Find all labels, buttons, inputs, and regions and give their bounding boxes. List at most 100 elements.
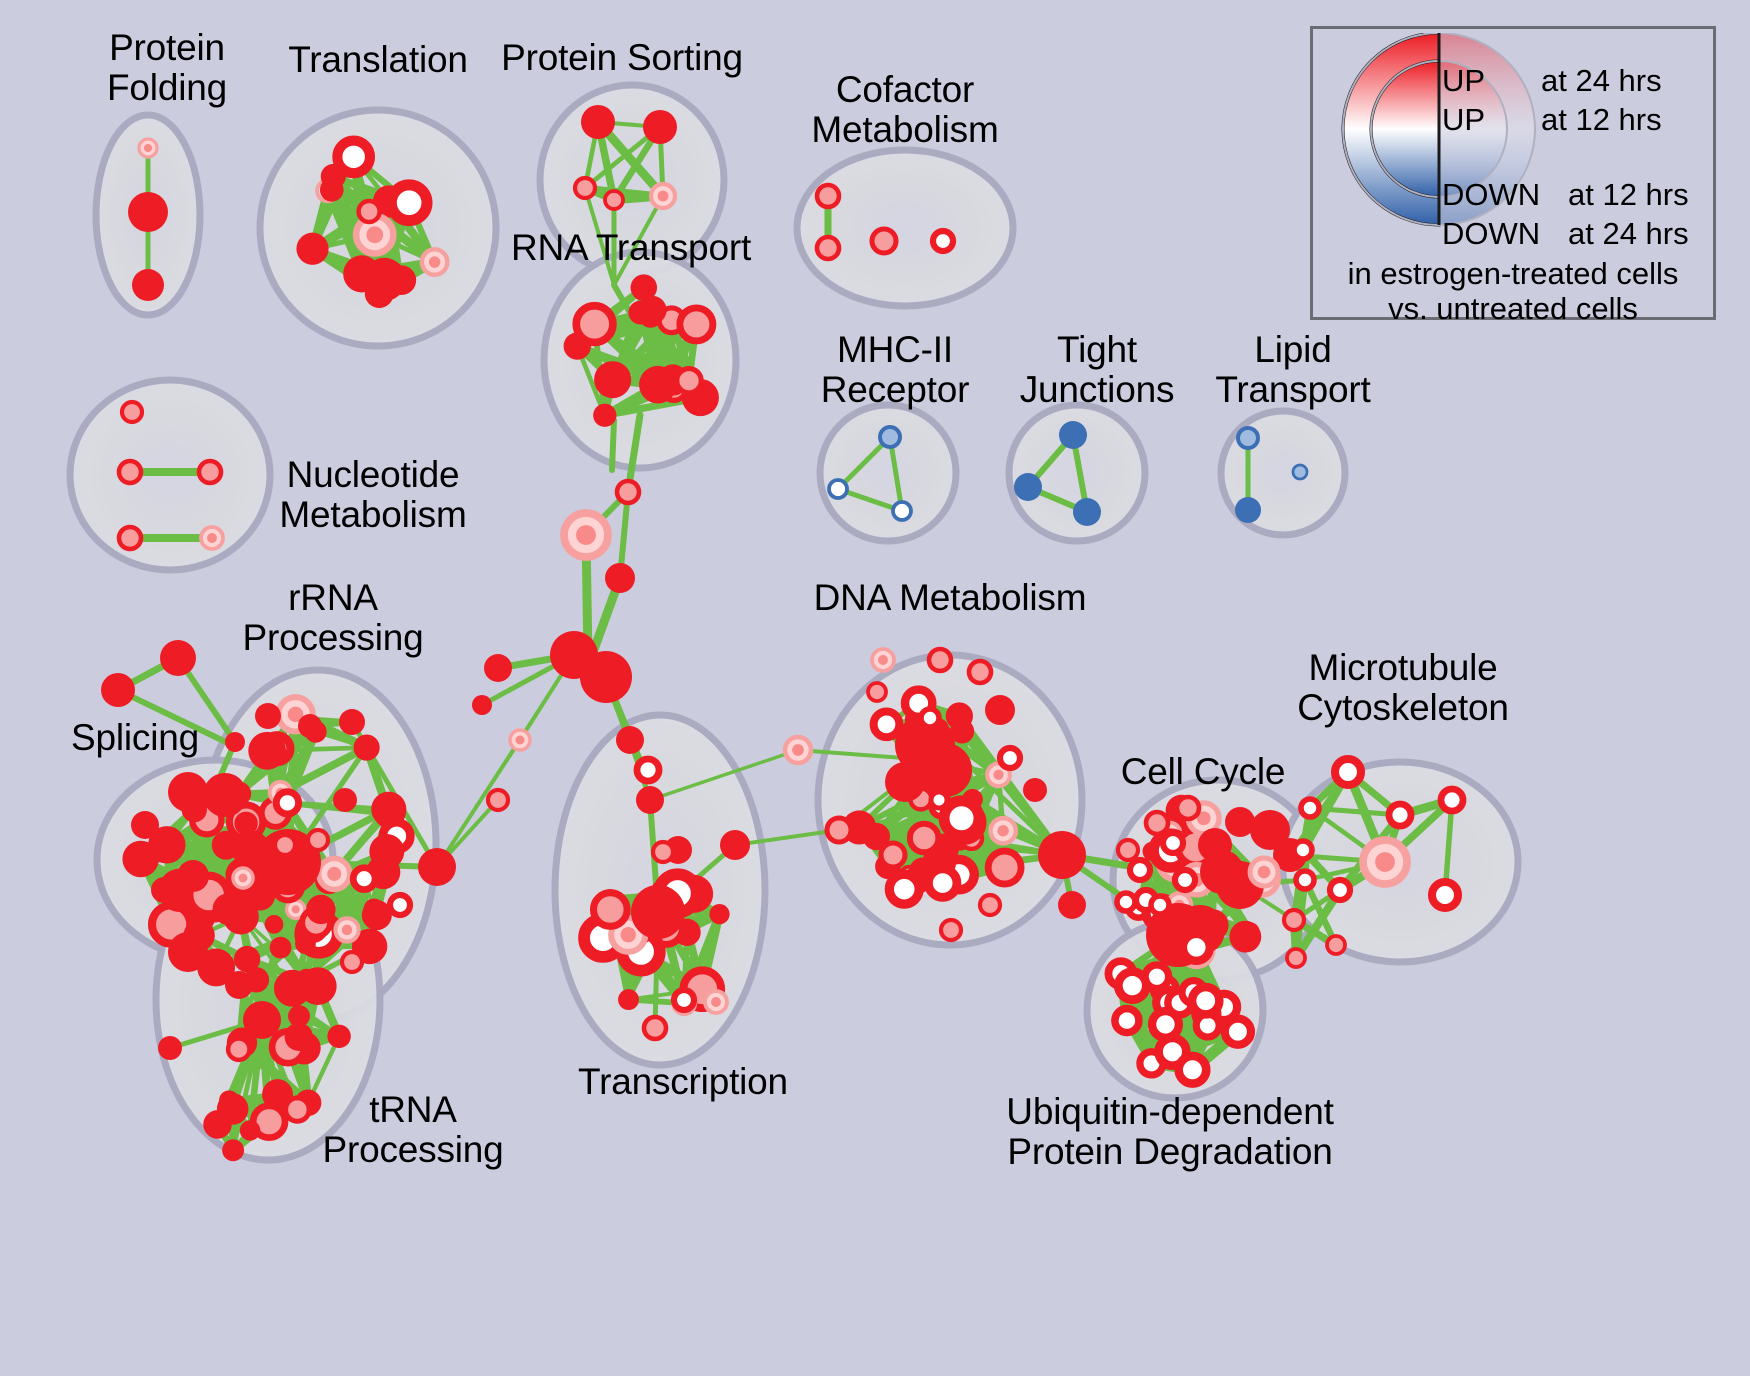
network-node bbox=[589, 889, 631, 930]
network-node bbox=[824, 815, 854, 845]
network-node bbox=[891, 500, 913, 522]
network-node bbox=[949, 719, 975, 744]
label-transcription: Transcription bbox=[578, 1061, 788, 1102]
network-node bbox=[676, 304, 717, 345]
network-node bbox=[926, 646, 954, 674]
network-node bbox=[938, 917, 964, 943]
legend-time-3: at 24 hrs bbox=[1568, 216, 1689, 251]
network-node bbox=[1298, 796, 1322, 820]
network-node bbox=[918, 743, 972, 797]
network-node bbox=[378, 798, 406, 826]
network-node bbox=[1058, 891, 1086, 919]
network-node bbox=[923, 864, 962, 902]
network-node bbox=[306, 894, 336, 925]
legend-box: UP at 24 hrs UP at 12 hrs DOWN at 12 hrs… bbox=[1310, 26, 1716, 326]
network-node bbox=[1059, 421, 1087, 449]
legend-time-1: at 12 hrs bbox=[1541, 102, 1662, 137]
network-node bbox=[319, 178, 344, 202]
network-node bbox=[603, 189, 625, 211]
legend-state-1: UP bbox=[1442, 102, 1486, 137]
network-edge bbox=[115, 687, 235, 748]
legend-time-0: at 24 hrs bbox=[1541, 63, 1662, 98]
network-node bbox=[560, 509, 612, 561]
network-node bbox=[988, 815, 1018, 846]
network-node bbox=[572, 301, 617, 347]
network-node bbox=[1330, 754, 1366, 790]
network-node bbox=[353, 734, 380, 761]
cluster-cofactor-metabolism bbox=[793, 146, 1017, 310]
network-node bbox=[361, 900, 392, 931]
network-node bbox=[122, 840, 159, 878]
legend-state-2: DOWN bbox=[1442, 177, 1541, 212]
network-node bbox=[222, 1139, 245, 1162]
network-node bbox=[1437, 785, 1467, 815]
network-node bbox=[385, 179, 433, 227]
network-node bbox=[1326, 876, 1354, 904]
network-node bbox=[1247, 855, 1281, 889]
legend-footer-line2: vs. untreated cells bbox=[1388, 291, 1638, 326]
network-node bbox=[985, 695, 1015, 725]
network-node bbox=[248, 731, 287, 770]
label-ubiquitin-protein-degradation: Ubiquitin-dependent Protein Degradation bbox=[1006, 1091, 1334, 1172]
network-node bbox=[485, 787, 511, 813]
network-edge bbox=[612, 194, 665, 287]
network-node bbox=[1198, 828, 1232, 862]
label-splicing: Splicing bbox=[71, 717, 199, 758]
network-node bbox=[720, 830, 750, 860]
network-node bbox=[1178, 929, 1214, 965]
network-node bbox=[1143, 809, 1171, 837]
network-node bbox=[594, 361, 632, 399]
network-edge bbox=[958, 727, 1066, 859]
network-edge bbox=[733, 828, 841, 847]
network-node bbox=[1250, 810, 1290, 850]
network-node bbox=[119, 399, 145, 425]
network-node bbox=[1385, 800, 1415, 830]
network-node bbox=[928, 789, 950, 811]
network-node bbox=[878, 425, 902, 449]
legend-time-2: at 12 hrs bbox=[1568, 177, 1689, 212]
network-edge bbox=[583, 186, 616, 287]
network-node bbox=[225, 732, 245, 752]
network-node bbox=[484, 654, 512, 682]
network-node bbox=[298, 714, 322, 738]
network-node bbox=[884, 869, 924, 909]
label-protein-sorting: Protein Sorting bbox=[501, 37, 743, 78]
network-node bbox=[233, 945, 261, 973]
network-node bbox=[352, 212, 397, 257]
network-node bbox=[369, 834, 405, 869]
network-node bbox=[1359, 836, 1411, 888]
network-node bbox=[116, 524, 144, 552]
cluster-mhc-ii-receptor bbox=[816, 401, 960, 545]
network-edge bbox=[835, 434, 893, 492]
network-node bbox=[628, 300, 653, 325]
network-node bbox=[1291, 463, 1309, 481]
label-trna-processing: tRNA Processing bbox=[322, 1089, 504, 1170]
network-node bbox=[211, 830, 241, 860]
network-node bbox=[633, 755, 663, 785]
network-node bbox=[1187, 982, 1224, 1019]
network-node bbox=[580, 651, 632, 703]
legend-footer-line1: in estrogen-treated cells bbox=[1347, 256, 1679, 291]
network-edge bbox=[609, 417, 617, 473]
network-node bbox=[216, 1093, 249, 1125]
network-node bbox=[636, 786, 664, 814]
network-node bbox=[131, 811, 159, 839]
network-node bbox=[419, 247, 450, 277]
network-node bbox=[255, 829, 321, 895]
network-node bbox=[938, 795, 985, 842]
network-node bbox=[674, 365, 704, 396]
network-node bbox=[869, 226, 899, 256]
network-node bbox=[116, 458, 144, 486]
network-node bbox=[386, 891, 414, 919]
label-nucleotide-metabolism: Nucleotide Metabolism bbox=[279, 454, 467, 535]
network-node bbox=[984, 847, 1025, 888]
network-node bbox=[1225, 807, 1255, 837]
network-node bbox=[1174, 794, 1202, 822]
network-node bbox=[243, 967, 270, 993]
label-dna-metabolism: DNA Metabolism bbox=[813, 577, 1087, 618]
network-node bbox=[703, 989, 729, 1015]
network-node bbox=[327, 1024, 351, 1049]
network-node bbox=[196, 458, 224, 486]
network-node bbox=[878, 840, 908, 870]
